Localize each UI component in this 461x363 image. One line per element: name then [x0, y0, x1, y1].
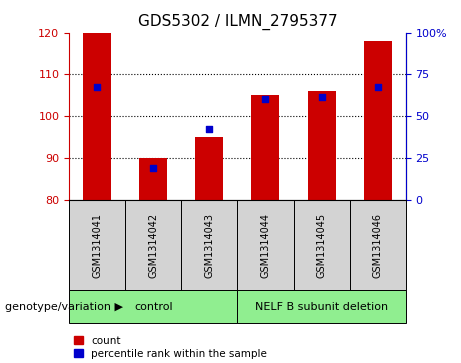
- Point: [374, 84, 381, 90]
- Text: GSM1314046: GSM1314046: [372, 212, 383, 278]
- Bar: [294, 200, 349, 290]
- Text: control: control: [134, 302, 172, 312]
- Bar: [237, 200, 294, 290]
- Bar: [251, 95, 279, 200]
- Text: NELF B subunit deletion: NELF B subunit deletion: [255, 302, 388, 312]
- Point: [149, 166, 157, 171]
- Point: [94, 84, 101, 90]
- Bar: [349, 200, 406, 290]
- Bar: [69, 290, 237, 323]
- Bar: [364, 41, 392, 200]
- Point: [262, 97, 269, 102]
- Bar: [139, 158, 167, 200]
- Text: GSM1314045: GSM1314045: [317, 212, 326, 278]
- Text: GSM1314042: GSM1314042: [148, 212, 158, 278]
- Title: GDS5302 / ILMN_2795377: GDS5302 / ILMN_2795377: [137, 14, 337, 30]
- Bar: [195, 137, 224, 200]
- Bar: [83, 33, 111, 200]
- Bar: [125, 200, 181, 290]
- Bar: [181, 200, 237, 290]
- Bar: [237, 290, 406, 323]
- Bar: [69, 200, 125, 290]
- Bar: [307, 91, 336, 200]
- Point: [318, 94, 325, 100]
- Text: genotype/variation ▶: genotype/variation ▶: [5, 302, 123, 312]
- Text: GSM1314044: GSM1314044: [260, 212, 271, 278]
- Text: GSM1314041: GSM1314041: [92, 212, 102, 278]
- Point: [206, 126, 213, 131]
- Text: GSM1314043: GSM1314043: [204, 212, 214, 278]
- Legend: count, percentile rank within the sample: count, percentile rank within the sample: [74, 335, 267, 359]
